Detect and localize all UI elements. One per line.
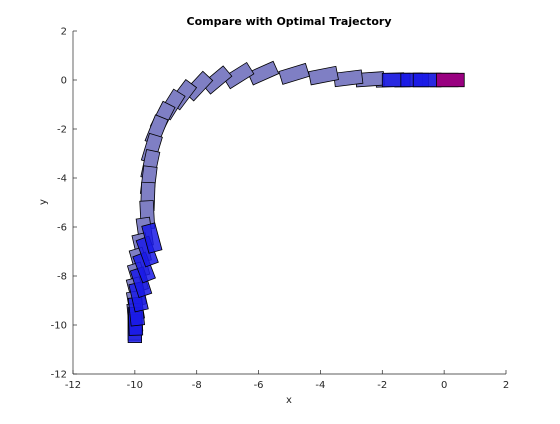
- y-tick-label: -8: [57, 272, 67, 283]
- x-tick-label: -4: [315, 380, 325, 391]
- y-tick-label: 0: [61, 76, 67, 87]
- trajectory-pose: [247, 60, 280, 86]
- trajectory-pose: [201, 65, 233, 95]
- chart-title: Compare with Optimal Trajectory: [187, 15, 392, 28]
- y-tick-label: 2: [61, 27, 67, 38]
- x-tick-label: -10: [127, 380, 143, 391]
- optimal-pose: [141, 222, 163, 254]
- y-tick-label: -12: [51, 370, 67, 381]
- y-tick-label: -4: [57, 174, 67, 185]
- y-axis-label: y: [38, 199, 49, 205]
- x-tick-label: -8: [192, 380, 202, 391]
- axes: -12 -10 -8 -6 -4 -2 0 2 2 0 -2 -4 -6 -8 -10 -12: [51, 27, 510, 392]
- series-3: [436, 72, 465, 88]
- x-tick-label: 0: [441, 380, 447, 391]
- x-tick-label: -6: [254, 380, 264, 391]
- trajectory-pose: [308, 65, 339, 86]
- series-1: [125, 60, 459, 341]
- y-tick-label: -2: [57, 125, 67, 136]
- trajectory-pose: [278, 62, 310, 85]
- y-tick-label: -6: [57, 223, 67, 234]
- series-2: [127, 72, 442, 343]
- y-tick-label: -10: [51, 321, 67, 332]
- goal-pose: [436, 72, 465, 88]
- trajectory-pose: [222, 61, 255, 90]
- x-axis-label: x: [286, 395, 292, 406]
- x-tick-label: -12: [65, 380, 81, 391]
- x-tick-label: 2: [503, 380, 509, 391]
- plot-area: [125, 60, 465, 343]
- x-tick-label: -2: [377, 380, 387, 391]
